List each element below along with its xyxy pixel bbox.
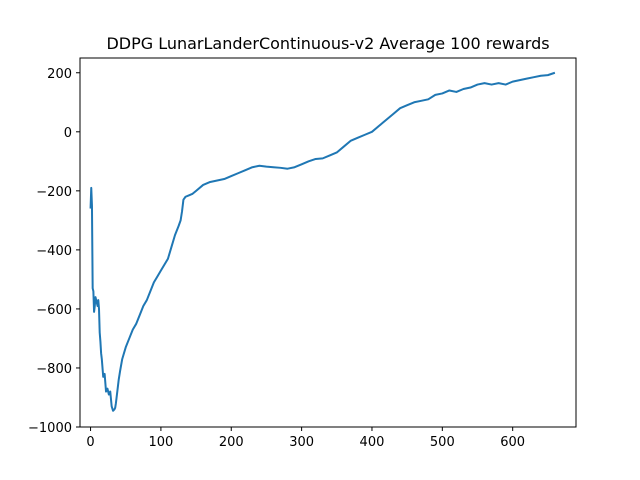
y-tick-label: 200 <box>47 67 72 82</box>
y-tick-label: −600 <box>36 303 72 318</box>
plot-frame <box>79 57 577 428</box>
chart-title: DDPG LunarLanderContinuous-v2 Average 10… <box>106 34 549 53</box>
x-tick-label: 200 <box>219 435 244 450</box>
x-tick-label: 300 <box>289 435 314 450</box>
y-tick-label: −800 <box>36 362 72 377</box>
y-tick-label: −400 <box>36 244 72 259</box>
x-axis-ticks: 0 100 200 300 400 500 600 <box>86 427 525 450</box>
y-axis-ticks: −1000 −800 −600 −400 −200 0 200 <box>28 67 80 436</box>
x-tick-label: 600 <box>500 435 525 450</box>
x-tick-label: 100 <box>148 435 173 450</box>
series-line-0 <box>89 71 556 412</box>
x-tick-label: 400 <box>360 435 385 450</box>
y-tick-label: −200 <box>36 185 72 200</box>
y-tick-label: −1000 <box>28 421 72 436</box>
x-tick-label: 500 <box>430 435 455 450</box>
plot-area <box>89 71 556 412</box>
y-tick-label: 0 <box>64 126 72 141</box>
x-tick-label: 0 <box>86 435 94 450</box>
